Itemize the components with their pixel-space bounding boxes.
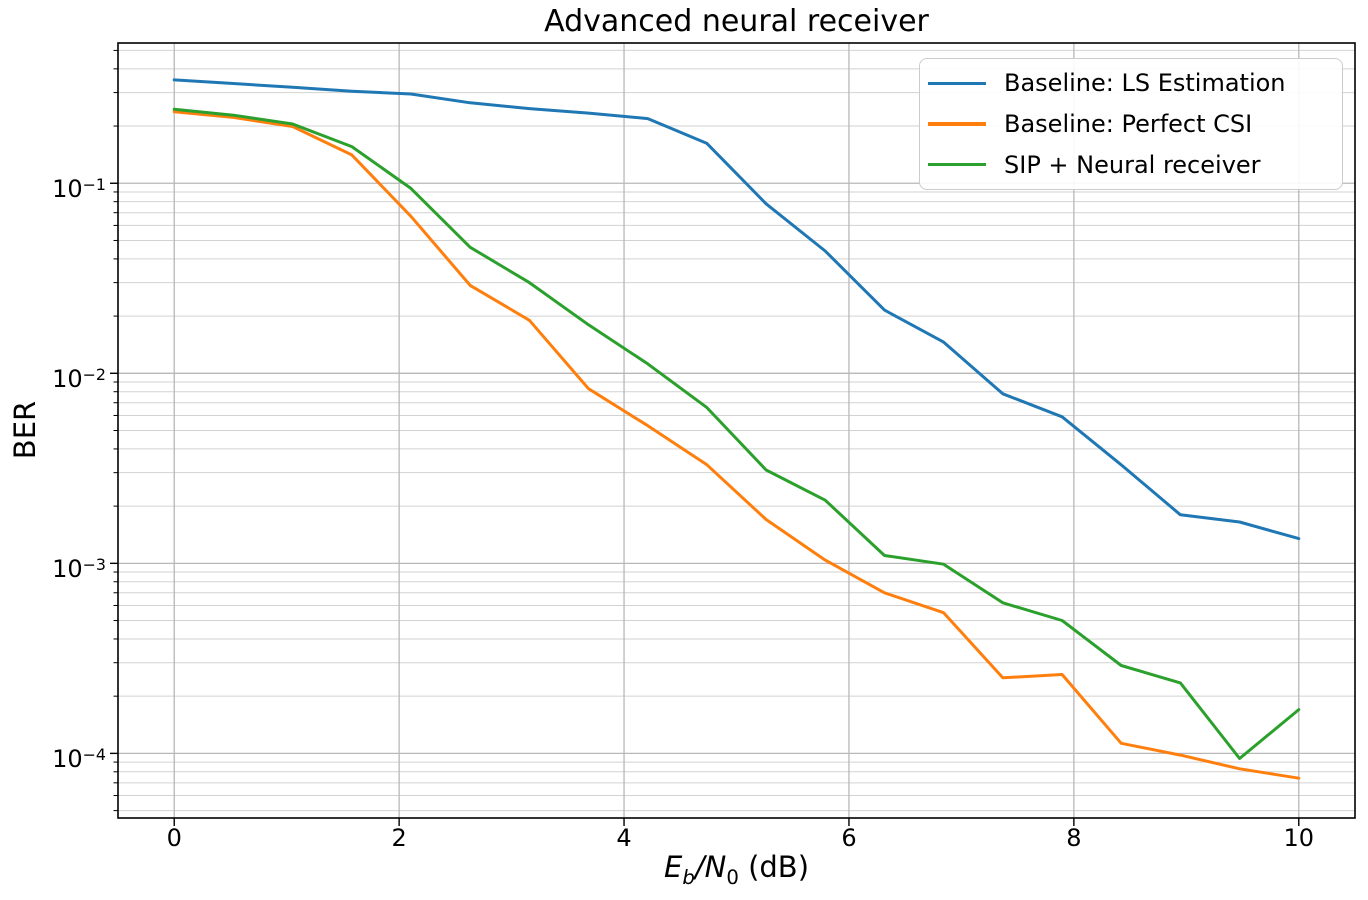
x-axis-label-segment: E [663,850,683,884]
legend-item: Baseline: LS Estimation [928,69,1334,97]
x-axis-label-segment: N [704,850,727,884]
series-line [172,110,1301,780]
y-tick-label: 10−2 [52,365,106,394]
x-axis-label-segment: 0 [726,865,739,889]
legend-label: Baseline: LS Estimation [1004,69,1286,98]
legend-line-swatch [928,162,986,167]
y-tick-label: 10−3 [52,555,106,584]
series-line [172,107,1301,760]
x-tick-label: 10 [1283,824,1315,852]
x-tick-label: 8 [1066,824,1082,852]
series-line [172,78,1301,541]
y-tick-label: 10−4 [52,745,106,774]
x-axis-label-segment: b [682,865,695,889]
x-tick-label: 2 [391,824,407,852]
legend-item: Baseline: Perfect CSI [928,110,1334,138]
chart-title: Advanced neural receiver [544,4,929,39]
legend-line-swatch [928,122,986,126]
x-tick-label: 6 [841,824,857,852]
y-tick-label: 10−1 [52,175,106,204]
legend-line-swatch [928,81,986,86]
x-axis-label: Eb/N0 (dB) [118,850,1355,889]
legend: Baseline: LS Estimation Baseline: Perfect… [919,58,1343,190]
legend-label: Baseline: Perfect CSI [1004,109,1253,138]
legend-label: SIP + Neural receiver [1004,150,1261,179]
legend-item: SIP + Neural receiver [928,151,1334,179]
x-axis-label-segment: (dB) [738,850,810,884]
x-axis-label-segment: / [694,850,705,884]
x-tick-label: 0 [166,824,182,852]
axes-frame [117,42,1356,819]
x-tick-label: 4 [616,824,632,852]
